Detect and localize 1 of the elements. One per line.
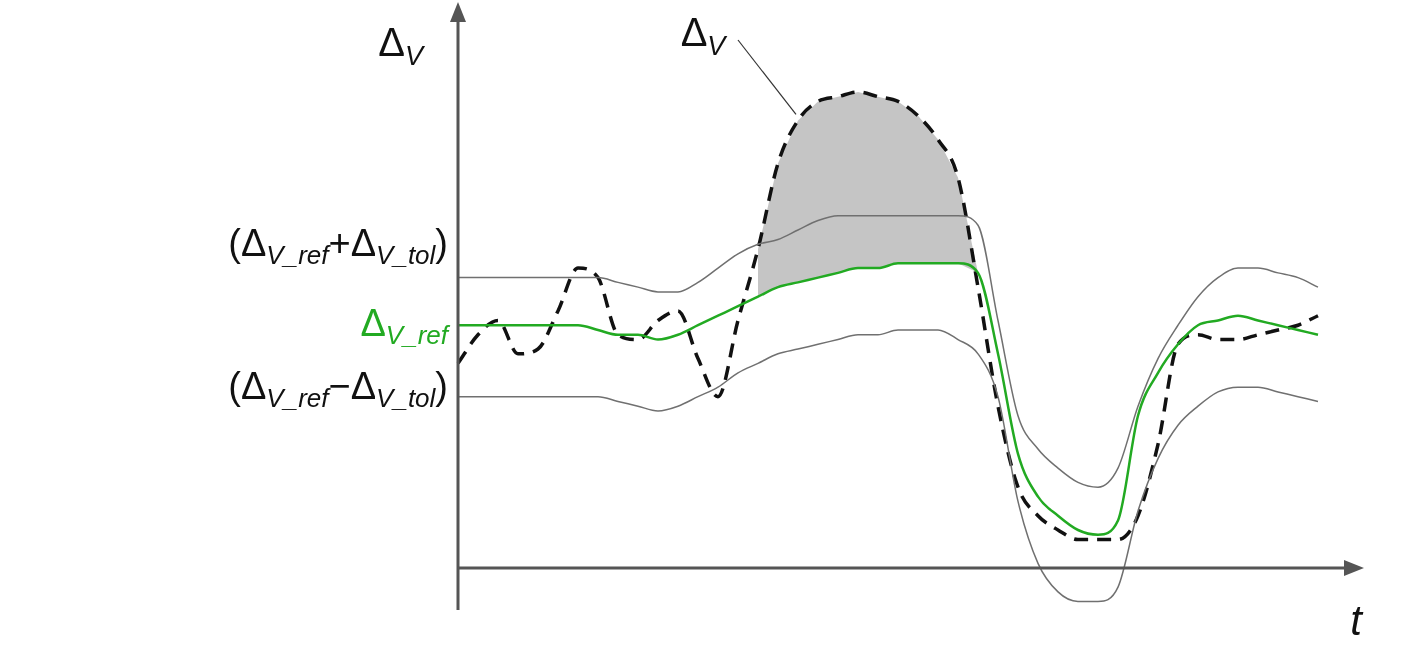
x-axis-title: t bbox=[1350, 596, 1365, 644]
